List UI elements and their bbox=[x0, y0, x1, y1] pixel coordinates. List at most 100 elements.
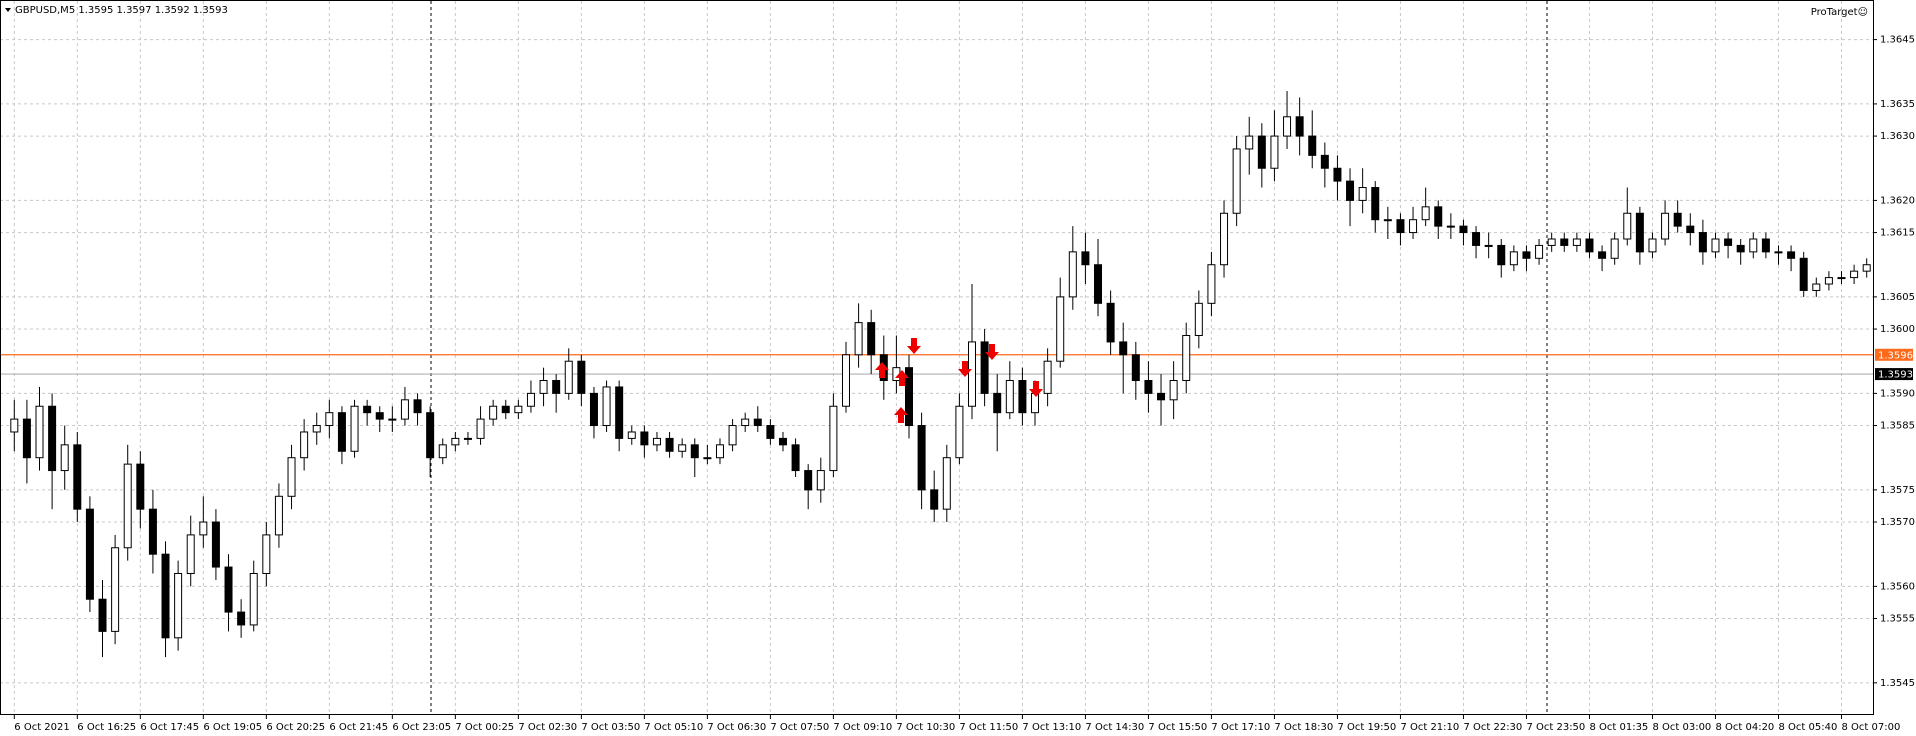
candle-body bbox=[186, 534, 195, 574]
y-tick-label: 1.3555 bbox=[1880, 614, 1915, 625]
candle-body bbox=[1472, 232, 1481, 246]
candle-body bbox=[1308, 135, 1317, 156]
candle-body bbox=[10, 418, 19, 433]
candle-body bbox=[22, 418, 31, 459]
candle-body bbox=[1056, 296, 1065, 362]
x-tick-label: 7 Oct 23:50 bbox=[1526, 722, 1585, 733]
candle-body bbox=[237, 611, 246, 626]
candle-body bbox=[577, 360, 586, 394]
candle-body bbox=[325, 412, 334, 427]
candle-body bbox=[627, 431, 636, 439]
candle-body bbox=[60, 444, 69, 472]
candle-body bbox=[1812, 283, 1821, 291]
x-tick-label: 7 Oct 17:10 bbox=[1211, 722, 1270, 733]
axes: 1.3645 1.3635 1.3630 1.3620 1.3615 1.3605 1.36… bbox=[13, 35, 1915, 733]
candle-body bbox=[1131, 354, 1140, 382]
candle-body bbox=[665, 437, 674, 452]
y-tick-label: 1.3545 bbox=[1880, 678, 1915, 689]
sell-arrow bbox=[1029, 381, 1043, 397]
x-tick-label: 8 Oct 03:00 bbox=[1652, 722, 1711, 733]
x-tick-label: 6 Oct 2021 bbox=[14, 722, 69, 733]
candle-body bbox=[350, 405, 359, 452]
price-label: 1.3596 bbox=[1878, 350, 1913, 361]
indicator-label: ProTarget☺ bbox=[1811, 7, 1868, 18]
candle-body bbox=[35, 405, 44, 459]
candle-body bbox=[1736, 244, 1745, 253]
candle-body bbox=[1396, 219, 1405, 234]
candle-body bbox=[174, 572, 183, 639]
candle-body bbox=[1635, 212, 1644, 253]
candle-body bbox=[1648, 238, 1657, 253]
candle-body bbox=[564, 360, 573, 394]
candle-body bbox=[1824, 277, 1833, 285]
candle-body bbox=[615, 386, 624, 439]
x-tick-label: 7 Oct 21:10 bbox=[1400, 722, 1459, 733]
y-tick-label: 1.3645 bbox=[1880, 35, 1915, 46]
candle-body bbox=[816, 470, 825, 491]
candle-body bbox=[841, 354, 850, 407]
candle-body bbox=[1383, 219, 1392, 222]
candle-body bbox=[1522, 251, 1531, 259]
candle-body bbox=[1232, 148, 1241, 214]
candles bbox=[10, 91, 1871, 658]
candle-body bbox=[1144, 380, 1153, 394]
candle-body bbox=[589, 392, 598, 427]
y-tick-label: 1.3620 bbox=[1880, 195, 1915, 206]
candle-body bbox=[1245, 135, 1254, 150]
candle-body bbox=[1484, 244, 1493, 247]
candle-body bbox=[1207, 264, 1216, 304]
candle-body bbox=[1698, 232, 1707, 253]
candle-body bbox=[1005, 380, 1014, 414]
x-tick-label: 7 Oct 06:30 bbox=[707, 722, 766, 733]
x-tick-label: 7 Oct 03:50 bbox=[581, 722, 640, 733]
candle-body bbox=[375, 412, 384, 420]
candle-body bbox=[1560, 238, 1569, 246]
candle-body bbox=[363, 405, 372, 414]
candle-body bbox=[1270, 135, 1279, 169]
x-tick-label: 6 Oct 19:05 bbox=[203, 722, 262, 733]
candle-body bbox=[1283, 116, 1292, 137]
candle-body bbox=[690, 444, 699, 459]
candle-body bbox=[1749, 238, 1758, 253]
y-tick-label: 1.3635 bbox=[1880, 99, 1915, 110]
candle-body bbox=[741, 418, 750, 427]
x-tick-label: 6 Oct 17:45 bbox=[140, 722, 199, 733]
x-tick-label: 7 Oct 11:50 bbox=[959, 722, 1018, 733]
candle-body bbox=[1673, 212, 1682, 227]
candle-body bbox=[388, 418, 397, 421]
price-label-box bbox=[1875, 348, 1913, 361]
candle-body bbox=[438, 444, 447, 459]
candle-body bbox=[199, 521, 208, 536]
candle-body bbox=[400, 399, 409, 420]
candle-body bbox=[463, 437, 472, 440]
candle-body bbox=[1421, 206, 1430, 221]
x-tick-label: 7 Oct 15:50 bbox=[1148, 722, 1207, 733]
candle-body bbox=[1119, 341, 1128, 356]
candle-body bbox=[211, 521, 220, 568]
x-tick-label: 7 Oct 14:30 bbox=[1085, 722, 1144, 733]
candle-body bbox=[1333, 167, 1342, 182]
candle-body bbox=[1572, 238, 1581, 246]
candle-body bbox=[148, 508, 157, 555]
x-tick-label: 7 Oct 09:10 bbox=[833, 722, 892, 733]
candle-body bbox=[1585, 238, 1594, 253]
y-tick-label: 1.3630 bbox=[1880, 131, 1915, 142]
candle-body bbox=[602, 386, 611, 427]
x-tick-label: 7 Oct 02:30 bbox=[518, 722, 577, 733]
candle-body bbox=[1043, 360, 1052, 394]
candle-body bbox=[867, 322, 876, 356]
x-tick-label: 7 Oct 00:25 bbox=[455, 722, 514, 733]
x-tick-label: 7 Oct 07:50 bbox=[770, 722, 829, 733]
candle-body bbox=[413, 399, 422, 414]
candle-body bbox=[703, 457, 712, 460]
candle-body bbox=[85, 508, 94, 600]
candle-body bbox=[476, 418, 485, 439]
x-tick-label: 6 Oct 20:25 bbox=[266, 722, 325, 733]
candle-body bbox=[640, 431, 649, 446]
candle-body bbox=[98, 598, 107, 632]
candle-body bbox=[136, 463, 145, 510]
candle-body bbox=[1031, 392, 1040, 414]
candle-body bbox=[489, 405, 498, 420]
candle-body bbox=[426, 412, 435, 459]
